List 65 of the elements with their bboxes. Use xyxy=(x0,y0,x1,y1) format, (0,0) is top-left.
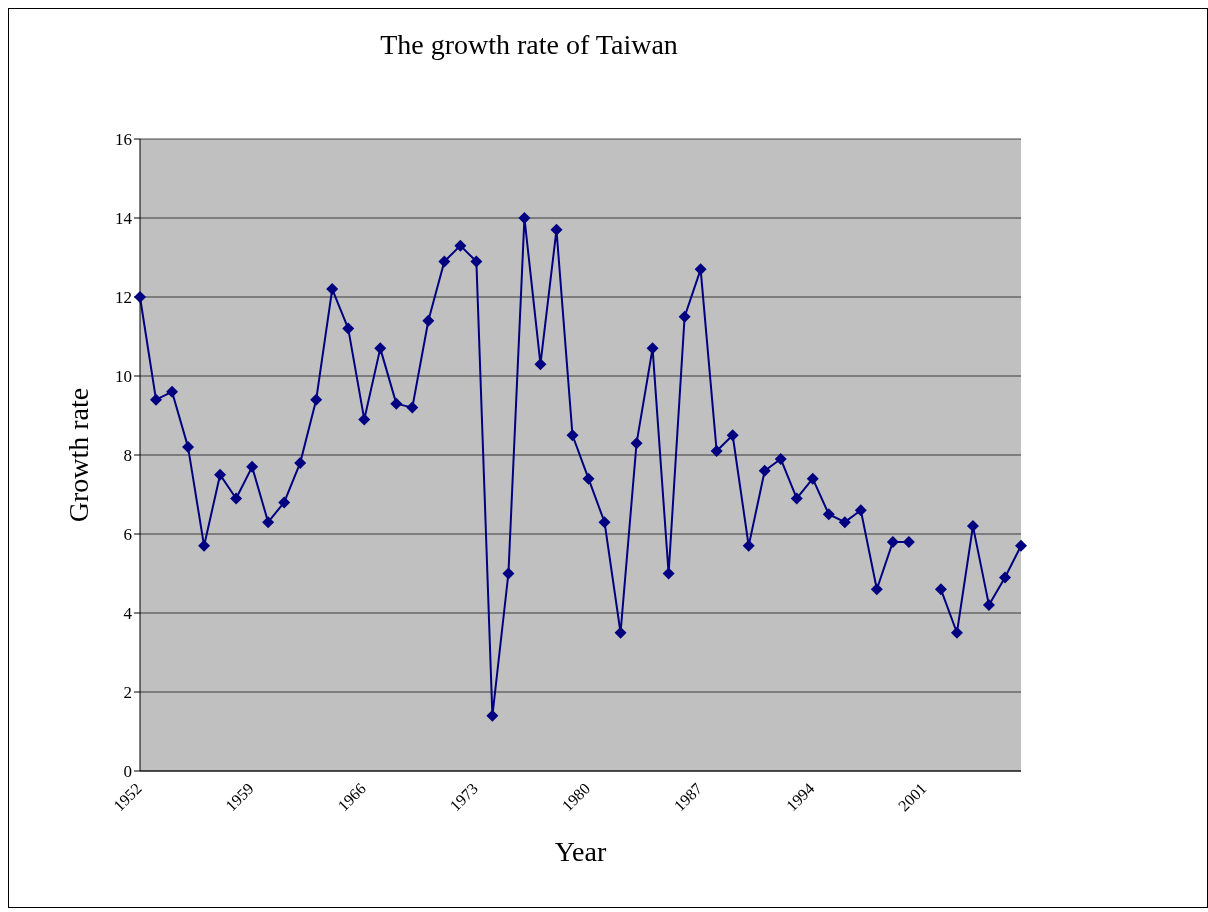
point xyxy=(566,429,579,442)
y-tick-label: 14 xyxy=(115,209,133,229)
point xyxy=(838,516,851,529)
point xyxy=(774,452,787,465)
point xyxy=(342,322,355,335)
point xyxy=(854,504,867,517)
point xyxy=(470,255,483,268)
point xyxy=(294,456,307,469)
x-tick-label: 1959 xyxy=(222,779,257,815)
y-tick-label: 16 xyxy=(115,130,132,150)
point xyxy=(166,385,179,398)
point xyxy=(198,539,211,552)
x-tick-label: 1973 xyxy=(446,779,482,815)
point xyxy=(326,283,339,296)
point xyxy=(278,496,291,509)
point xyxy=(822,508,835,521)
point xyxy=(934,583,947,596)
chart-title: The growth rate of Taiwan xyxy=(379,29,679,61)
y-tick-label: 10 xyxy=(115,367,132,387)
point xyxy=(630,437,643,450)
point xyxy=(486,709,499,722)
point xyxy=(598,516,611,529)
point xyxy=(422,314,435,327)
x-axis-title: Year xyxy=(554,835,607,867)
point xyxy=(678,310,691,323)
point xyxy=(998,571,1011,584)
point xyxy=(534,358,547,371)
x-tick-label: 1980 xyxy=(558,779,594,815)
point xyxy=(950,626,963,639)
point xyxy=(870,583,883,596)
point xyxy=(1015,539,1027,552)
point xyxy=(694,263,707,276)
point xyxy=(214,468,227,481)
point xyxy=(438,255,451,268)
y-tick-label: 6 xyxy=(123,525,132,545)
point xyxy=(246,460,259,473)
y-tick-label: 4 xyxy=(123,604,133,624)
point xyxy=(358,413,371,426)
y-tick-label: 0 xyxy=(123,762,132,782)
y-tick-label: 2 xyxy=(123,683,132,703)
point xyxy=(710,445,723,458)
y-axis-title: Growth rate xyxy=(62,387,94,523)
point xyxy=(502,567,515,580)
point xyxy=(790,492,803,505)
point xyxy=(982,599,995,612)
point xyxy=(374,342,387,355)
point xyxy=(758,464,771,477)
point xyxy=(150,393,163,406)
y-tick-label: 8 xyxy=(123,446,132,466)
point xyxy=(390,397,403,410)
point xyxy=(662,567,675,580)
point xyxy=(230,492,243,505)
point xyxy=(806,472,819,485)
point xyxy=(550,223,563,236)
y-tick-label: 12 xyxy=(115,288,132,308)
point xyxy=(182,441,195,454)
point xyxy=(310,393,323,406)
point xyxy=(726,429,739,442)
point xyxy=(582,472,595,485)
point xyxy=(262,516,275,529)
point xyxy=(886,535,899,548)
point xyxy=(518,212,531,224)
point xyxy=(406,401,419,414)
x-tick-label: 1952 xyxy=(110,779,145,815)
point xyxy=(454,239,467,252)
